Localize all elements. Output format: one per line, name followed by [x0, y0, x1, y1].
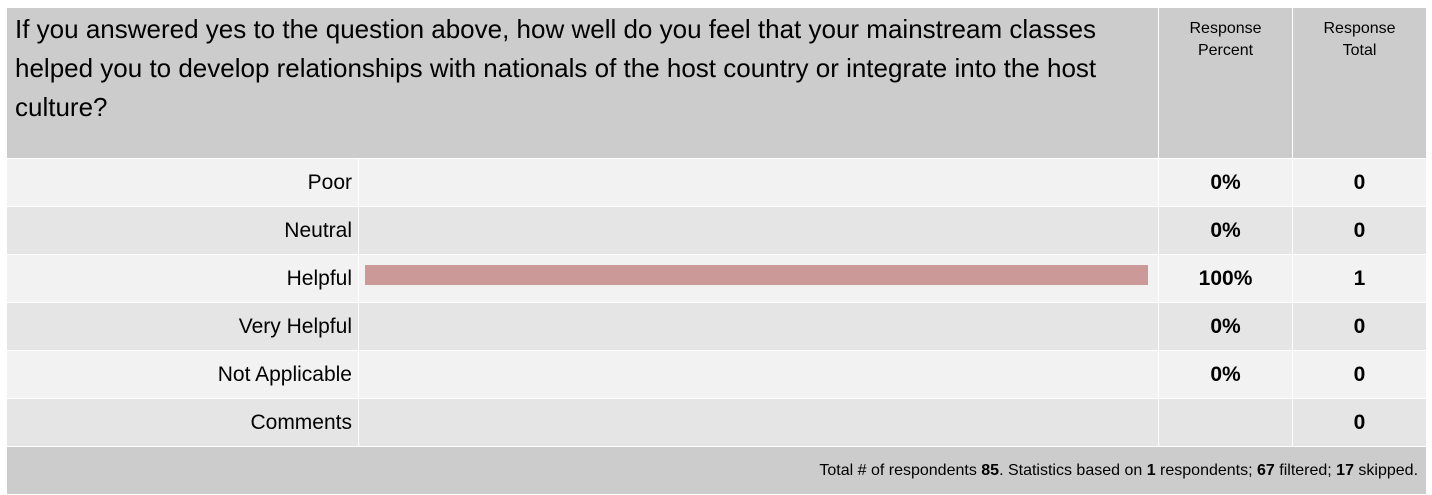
skipped-count: 17: [1336, 461, 1354, 479]
response-percent: 0%: [1158, 158, 1294, 207]
table-row: Neutral 0% 0: [6, 206, 1428, 255]
respondent-summary: Total # of respondents 85. Statistics ba…: [5, 446, 1428, 495]
response-percent: 0%: [1158, 302, 1294, 351]
response-percent: [1158, 398, 1294, 447]
response-total: 1: [1292, 254, 1428, 303]
bar-cell: [357, 158, 1160, 207]
response-total-header: Response Total: [1292, 7, 1428, 159]
table-row: Helpful 100% 1: [6, 254, 1428, 303]
total-respondents-count: 85: [981, 461, 1000, 479]
answer-label: Very Helpful: [6, 302, 359, 351]
response-total: 0: [1292, 302, 1428, 351]
answer-label: Poor: [6, 158, 359, 207]
response-bar: [365, 264, 1149, 285]
table-row: Very Helpful 0% 0: [6, 302, 1428, 351]
response-percent: 0%: [1158, 350, 1294, 399]
answer-label: Not Applicable: [6, 350, 359, 399]
answer-label: Comments: [6, 398, 359, 447]
summary-text: respondents;: [1155, 461, 1258, 479]
bar-cell: [357, 254, 1160, 303]
summary-text: . Statistics based on: [999, 461, 1147, 479]
bar-cell: [357, 206, 1160, 255]
question-text: If you answered yes to the question abov…: [5, 7, 1160, 159]
bar-cell: [357, 398, 1160, 447]
bar-cell: [357, 302, 1160, 351]
based-on-count: 1: [1146, 461, 1156, 479]
response-total: 0: [1292, 158, 1428, 207]
filtered-count: 67: [1257, 461, 1275, 479]
response-percent: 0%: [1158, 206, 1294, 255]
table-row: Not Applicable 0% 0: [6, 350, 1428, 399]
answer-label: Helpful: [6, 254, 359, 303]
survey-question-table: If you answered yes to the question abov…: [5, 7, 1428, 495]
response-total: 0: [1292, 350, 1428, 399]
table-row: Poor 0% 0: [6, 158, 1428, 207]
summary-text: Total # of respondents: [819, 461, 982, 479]
answer-label: Neutral: [6, 206, 359, 255]
response-percent: 100%: [1158, 254, 1294, 303]
bar-cell: [357, 350, 1160, 399]
table-row: Comments 0: [6, 398, 1428, 447]
response-percent-header: Response Percent: [1158, 7, 1294, 159]
response-total: 0: [1292, 398, 1428, 447]
summary-text: filtered;: [1274, 461, 1337, 479]
response-total: 0: [1292, 206, 1428, 255]
summary-text: skipped.: [1353, 461, 1419, 479]
